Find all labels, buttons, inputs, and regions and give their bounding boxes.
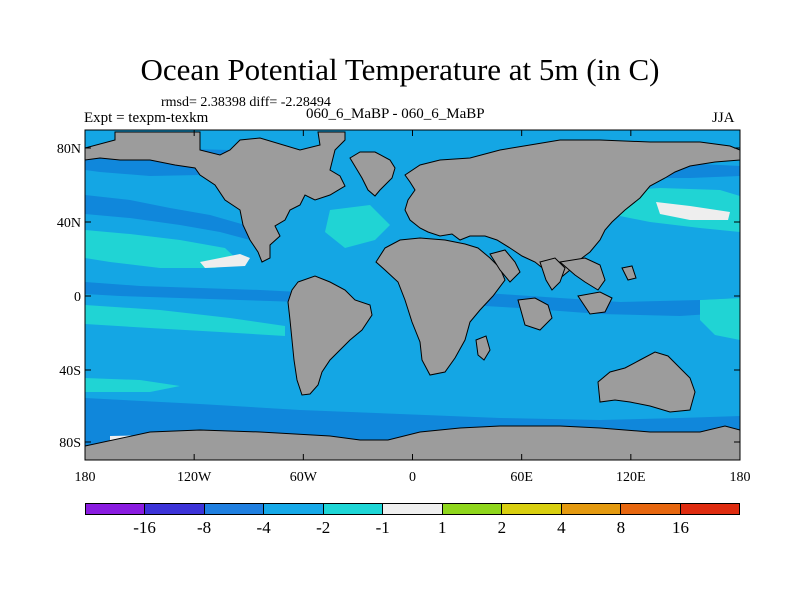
land-masses [85,131,740,460]
colorbar-box [383,504,443,514]
colorbar-box [264,504,324,514]
africa [375,237,506,376]
arabia [489,249,521,283]
y-tick-label: 0 [74,290,81,305]
south-america [287,275,373,396]
x-tick-label: 60E [510,470,533,485]
antarctica [85,425,740,460]
australia [597,351,696,413]
colorbar-box [502,504,562,514]
colorbar-box [86,504,146,514]
colorbar [85,503,740,515]
x-tick-label: 180 [730,470,751,485]
axis-labels: 80N 40N 0 40S 80S 180 120W 60W 0 60E 120E 180 [57,142,751,485]
map-field [85,130,740,460]
y-tick-label: 40S [59,364,81,379]
indonesia [517,297,553,331]
colorbar-box [561,504,622,514]
colorbar-label: 4 [557,518,566,537]
colorbar-box [680,504,739,514]
colorbar-box [442,504,503,514]
colorbar-label: 16 [671,518,689,537]
colorbar-label: 8 [616,518,626,537]
colorbar-box [323,504,384,514]
stats-label: rmsd= 2.38398 diff= -2.28494 [161,95,331,110]
x-tick-label: 180 [75,470,96,485]
southeast-asia [558,257,606,291]
colorbar-label: 1 [438,518,447,537]
colorbar-label: -8 [196,518,212,537]
madagascar [475,335,491,361]
japan [621,265,637,281]
colorbar-label: -1 [375,518,390,537]
x-tick-label: 120E [616,470,646,485]
india [539,257,566,291]
north-america-greenland [85,131,346,263]
eurasia-africa [404,139,740,281]
colorbar-label: -4 [256,518,271,537]
x-tick-label: 60W [290,470,318,485]
expt-label: Expt = texpm-texkm [84,110,209,126]
colorbar-box [204,504,265,514]
y-tick-label: 80N [57,142,81,157]
colorbar-label: -2 [316,518,331,537]
colorbar-box [621,504,681,514]
y-tick-label: 40N [57,216,81,231]
x-tick-label: 120W [177,470,212,485]
case-label: 060_6_MaBP - 060_6_MaBP [306,106,485,122]
axis-ticks [84,130,741,460]
colorbar-label: -16 [133,518,156,537]
greenland [349,151,396,197]
map-title: Ocean Potential Temperature at 5m (in C) [140,52,660,87]
y-tick-label: 80S [59,436,81,451]
x-tick-label: 0 [409,470,416,485]
borneo [577,291,613,315]
colorbar-box [145,504,205,514]
season-label: JJA [712,110,735,126]
colorbar-label: 2 [497,518,507,537]
